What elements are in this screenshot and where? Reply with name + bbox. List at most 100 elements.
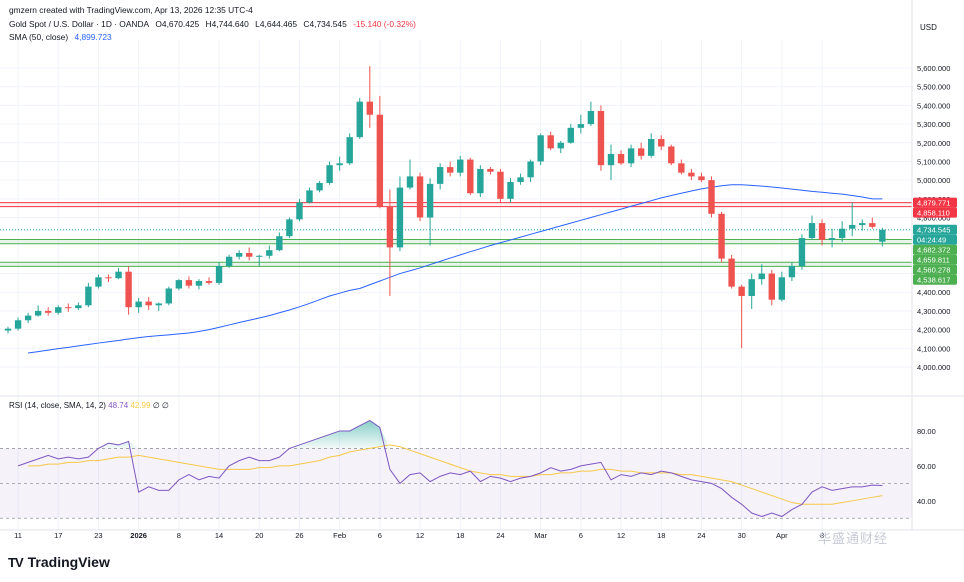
candle-up	[95, 274, 102, 289]
candle-up	[778, 271, 786, 302]
time-tick-label: 30	[737, 531, 745, 540]
candle-body	[225, 256, 233, 267]
candle-body	[286, 219, 293, 237]
rsi-tick-label: 80.00	[917, 427, 936, 436]
rsi-extra: ∅ ∅	[152, 401, 169, 410]
candle-body	[276, 236, 283, 251]
candle-down	[105, 274, 112, 282]
price-tick-label: 5,500.000	[917, 83, 950, 92]
price-label-red: 4,879.771	[913, 197, 957, 208]
candle-down	[447, 161, 454, 177]
candle-body	[135, 301, 142, 308]
time-tick-label: 12	[617, 531, 625, 540]
time-tick-label: 24	[496, 531, 504, 540]
low-value: L4,644.465	[255, 19, 298, 29]
candle-down	[728, 254, 735, 289]
candle-down	[547, 131, 554, 151]
sma-legend[interactable]: SMA (50, close) 4,899.723	[9, 32, 116, 42]
candle-body	[145, 301, 152, 306]
price-label-text: 4,879.771	[917, 199, 950, 208]
candle-body	[34, 310, 42, 316]
candle-body	[4, 328, 12, 331]
candle-down	[768, 269, 775, 306]
candle-up	[557, 140, 564, 154]
candle-up	[808, 215, 816, 240]
candle-body	[678, 163, 685, 173]
candle-body	[547, 135, 554, 149]
candle-up	[225, 254, 233, 268]
candle-body	[14, 320, 22, 329]
candle-up	[175, 279, 183, 291]
candle-body	[537, 135, 544, 162]
rsi-axis[interactable]: 40.00 60.00 80.00	[917, 427, 936, 506]
candle-body	[808, 223, 816, 239]
candle-up	[577, 114, 585, 134]
candle-body	[125, 271, 132, 308]
candle-body	[366, 101, 373, 115]
candle-up	[115, 267, 122, 280]
candle-body	[577, 124, 585, 128]
candle-down	[467, 157, 474, 196]
candle-up	[356, 97, 363, 140]
candle-body	[859, 223, 866, 225]
time-axis[interactable]: 11 17 23 2026 8 14 20 26 Feb 6 12 18 24 Mar 6 12 18 24 30 A…	[14, 531, 824, 540]
candlestick-series	[4, 66, 886, 349]
candle-body	[517, 177, 524, 182]
candle-body	[155, 303, 162, 306]
candle-body	[85, 286, 92, 306]
price-tick-label: 5,600.000	[917, 64, 950, 73]
price-tick-label: 5,200.000	[917, 139, 950, 148]
candle-body	[165, 288, 172, 304]
time-tick-label: 12	[416, 531, 424, 540]
tradingview-brand[interactable]: TV TradingView	[8, 554, 110, 570]
price-label-green: 4,682.372	[913, 244, 957, 255]
candle-body	[648, 139, 655, 156]
candle-down	[617, 150, 625, 166]
sma-line	[28, 184, 883, 354]
price-label-countdown: 04:24:49	[913, 234, 957, 245]
price-axis[interactable]: 4,000.000 4,100.000 4,200.000 4,300.000 4,40…	[917, 64, 950, 372]
price-label-bg	[913, 234, 957, 245]
candle-up	[266, 245, 273, 259]
candle-body	[567, 127, 574, 143]
currency-label[interactable]: USD	[920, 23, 937, 32]
time-tick-label: 2026	[130, 531, 147, 540]
candle-up	[4, 326, 12, 334]
rsi-sma-line	[28, 444, 883, 505]
instrument-name[interactable]: Gold Spot / U.S. Dollar · 1D · OANDA	[9, 19, 150, 29]
candle-body	[879, 229, 886, 242]
candle-up	[527, 159, 534, 182]
time-tick-label: 8	[177, 531, 181, 540]
price-label-green: 4,659.811	[913, 254, 957, 265]
candle-up	[859, 219, 866, 231]
candle-up	[34, 305, 42, 317]
candle-up	[396, 176, 404, 252]
candle-body	[346, 137, 353, 164]
rsi-pane	[0, 419, 912, 519]
candle-up	[75, 302, 82, 310]
candle-body	[828, 238, 836, 240]
candle-body	[627, 148, 635, 164]
rsi-sma-value: 42.99	[130, 401, 151, 410]
sma-value: 4,899.723	[74, 32, 112, 42]
candle-body	[426, 183, 434, 218]
candle-body	[205, 281, 213, 283]
candle-body	[668, 146, 675, 164]
candle-body	[336, 163, 343, 166]
rsi-legend[interactable]: RSI (14, close, SMA, 14, 2) 48.74 42.99 …	[9, 401, 169, 410]
price-label-last: 4,734.545	[913, 224, 957, 235]
candle-up	[798, 234, 806, 270]
close-value: C4,734.545	[303, 19, 347, 29]
time-tick-label: Mar	[534, 531, 547, 540]
candle-down	[386, 189, 394, 296]
candle-body	[688, 172, 695, 177]
candle-up	[537, 133, 544, 166]
candle-down	[658, 135, 665, 151]
candle-body	[195, 281, 203, 286]
high-value: H4,744.640	[205, 19, 249, 29]
candle-down	[376, 96, 384, 209]
price-label-text: 4,659.811	[917, 256, 950, 265]
open-value: O4,670.425	[155, 19, 200, 29]
candle-body	[316, 182, 323, 191]
